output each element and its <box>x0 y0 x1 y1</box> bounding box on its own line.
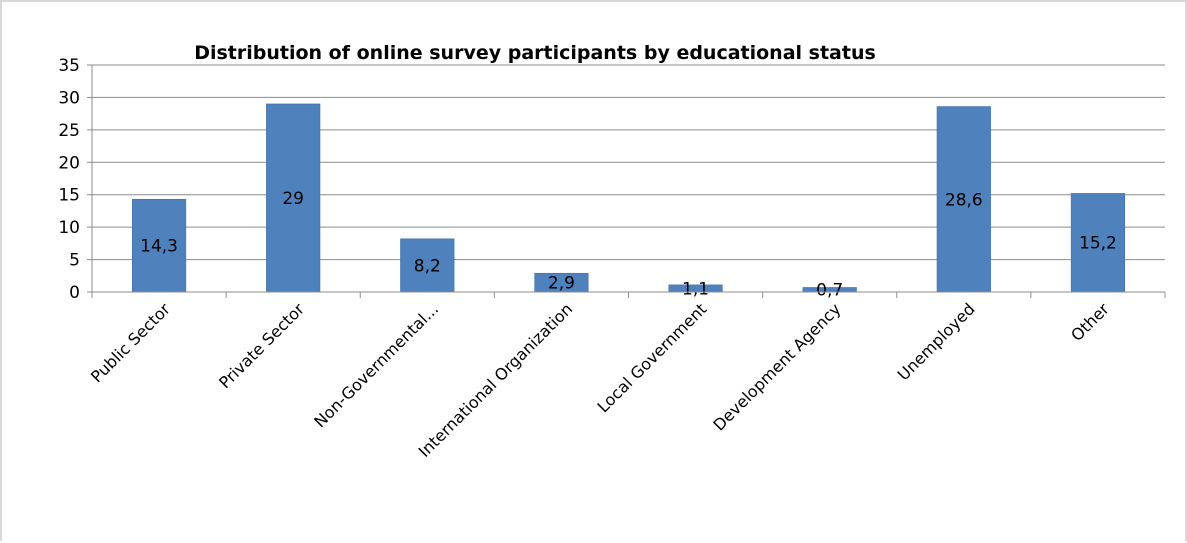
y-tick-label: 20 <box>58 153 80 173</box>
data-label: 14,3 <box>140 237 178 257</box>
bar <box>1070 193 1126 293</box>
data-label: 1,1 <box>682 279 709 299</box>
data-label: 0,7 <box>816 281 843 301</box>
y-axis: 0 5 10 15 20 25 30 35 <box>58 56 93 303</box>
y-tick-label: 25 <box>58 121 80 141</box>
data-label: 15,2 <box>1079 234 1117 254</box>
y-tick-label: 0 <box>69 283 80 303</box>
data-label: 2,9 <box>548 274 575 294</box>
x-tick-label: Private Sector <box>215 299 308 392</box>
y-tick-label: 30 <box>58 88 80 108</box>
y-tick-label: 5 <box>69 251 80 271</box>
bar <box>936 106 991 293</box>
y-tick-label: 15 <box>58 186 80 206</box>
data-label: 28,6 <box>945 190 983 210</box>
bar <box>131 199 187 293</box>
x-tick-label: Other <box>1067 299 1113 345</box>
bars: 14,3 29 8,2 2,9 1,1 0,7 28,6 15,2 <box>131 103 1126 301</box>
x-tick-label: Non-Governmental... <box>310 299 442 431</box>
chart-title: Distribution of online survey participan… <box>194 42 876 64</box>
x-tick-label: International Organization <box>415 299 577 461</box>
x-tick-label: Development Agency <box>709 299 844 434</box>
y-tick-label: 35 <box>58 56 80 76</box>
x-tick-label: Local Government <box>593 299 710 416</box>
data-label: 8,2 <box>414 256 441 276</box>
x-axis: Public Sector Private Sector Non-Governmen… <box>87 291 1166 461</box>
data-label: 29 <box>282 189 304 209</box>
gridlines <box>92 64 1165 261</box>
y-tick-label: 10 <box>58 218 80 238</box>
x-tick-label: Unemployed <box>894 299 979 384</box>
x-tick-label: Public Sector <box>87 299 174 386</box>
